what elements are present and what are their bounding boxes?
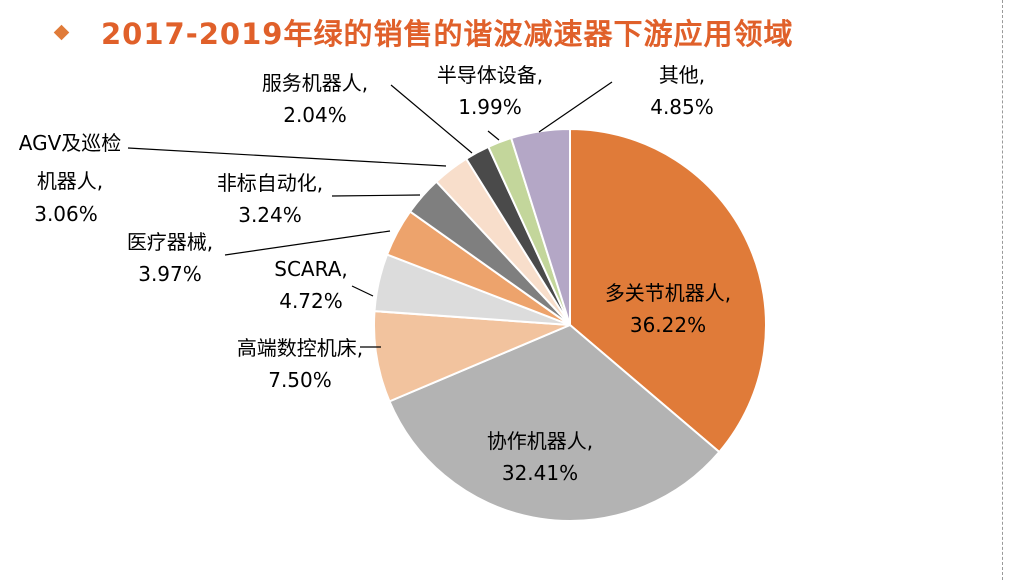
slice-value-label: 7.50% [268, 368, 332, 392]
slice-value-label: 32.41% [502, 461, 578, 485]
chart-title: 2017-2019年绿的销售的谐波减速器下游应用领域 [101, 17, 794, 51]
leader-line [351, 285, 374, 297]
leader-line [487, 130, 500, 141]
slice-value-label: 4.72% [279, 289, 343, 313]
slice-value-label: 4.85% [650, 95, 714, 119]
slice-value-label: 3.06% [34, 202, 98, 226]
slice-label: 协作机器人, [487, 429, 593, 453]
slice-label: 机器人, [37, 169, 103, 193]
slice-label: 半导体设备, [437, 63, 543, 87]
leader-line [390, 84, 473, 154]
title-row: 2017-2019年绿的销售的谐波减速器下游应用领域 [53, 12, 794, 52]
leader-line [224, 230, 391, 256]
slice-value-label: 3.97% [138, 262, 202, 286]
leader-line [331, 194, 421, 197]
slice-label: 其他, [659, 63, 705, 87]
leader-line [538, 81, 613, 133]
dashed-divider [1002, 0, 1003, 580]
pie-slice [388, 323, 721, 522]
slice-value-label: 36.22% [630, 313, 706, 337]
slice-label: 医疗器械, [127, 230, 213, 254]
leader-line [127, 147, 447, 167]
slice-label: SCARA, [274, 257, 347, 281]
slice-label: AGV及巡检 [19, 131, 122, 155]
slice-label: 多关节机器人, [605, 281, 731, 305]
slice-value-label: 3.24% [238, 203, 302, 227]
slice-label: 高端数控机床, [237, 336, 363, 360]
slice-value-label: 1.99% [458, 95, 522, 119]
slice-label: 非标自动化, [217, 171, 323, 195]
slice-value-label: 2.04% [283, 103, 347, 127]
pie-slice [569, 127, 767, 454]
slice-label: 服务机器人, [262, 71, 368, 95]
